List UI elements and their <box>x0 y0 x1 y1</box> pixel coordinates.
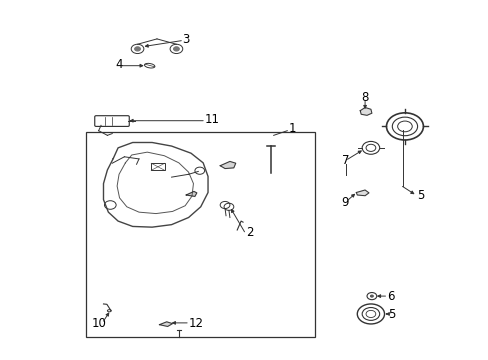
Polygon shape <box>186 192 197 197</box>
Polygon shape <box>356 190 368 196</box>
Polygon shape <box>159 322 172 327</box>
Text: 10: 10 <box>91 318 106 330</box>
Circle shape <box>134 47 140 51</box>
Text: 7: 7 <box>341 154 348 167</box>
Text: 5: 5 <box>387 308 394 321</box>
Text: 2: 2 <box>245 226 253 239</box>
Bar <box>151 163 164 170</box>
Bar <box>86 132 314 337</box>
Text: 9: 9 <box>341 195 348 209</box>
Text: 4: 4 <box>116 58 123 72</box>
Text: 5: 5 <box>416 189 424 202</box>
Text: 11: 11 <box>204 113 219 126</box>
Text: 12: 12 <box>188 318 203 330</box>
Circle shape <box>173 47 179 51</box>
Text: 8: 8 <box>361 91 368 104</box>
Circle shape <box>370 295 372 297</box>
Text: 3: 3 <box>182 33 189 46</box>
Polygon shape <box>360 108 371 115</box>
Text: 6: 6 <box>386 289 394 303</box>
Polygon shape <box>220 161 235 168</box>
Text: 1: 1 <box>287 122 295 135</box>
